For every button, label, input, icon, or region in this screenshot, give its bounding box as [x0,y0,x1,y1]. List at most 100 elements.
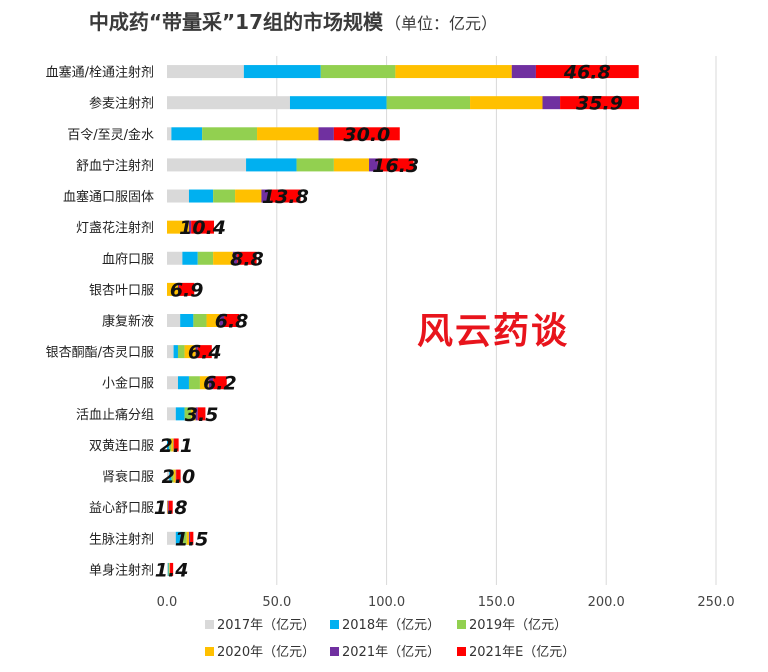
category-label: 参麦注射剂 [89,96,154,112]
category-label: 血塞通/栓通注射剂 [46,65,154,81]
bar-segment [168,562,170,576]
bar-segment [174,438,179,452]
bar-segment [167,189,189,203]
bar-segment [197,407,206,421]
bar-segment [188,531,191,545]
bar-segment [175,407,185,421]
category-label: 生脉注射剂 [89,531,154,547]
chart-title: 中成药“带量采”17组的市场规模 （单位：亿元） [89,10,497,34]
bar-segment [167,407,176,421]
bar-segment [175,531,183,545]
bar-segment [176,469,181,483]
bar-segment [171,469,174,483]
bar-segment [386,96,471,110]
data-label: 3.5 [185,404,219,426]
bar-segment [177,376,189,390]
data-label: 6.4 [188,342,222,364]
legend-swatch [330,647,339,656]
category-label: 活血止痛分组 [76,407,154,423]
legend-label: 2020年（亿元） [217,645,315,660]
bar-segment [318,127,334,141]
bar-segment [219,314,225,327]
data-label: 30.0 [343,124,390,146]
bar-segment [171,438,174,452]
data-label: 1.8 [154,497,188,519]
bar-segment [208,376,214,390]
legend-swatch [205,620,214,629]
bar-segment [395,65,512,79]
bar-segment [167,500,169,514]
bar-segment [191,407,196,421]
bar-segment [167,562,169,576]
data-label: 46.8 [563,62,611,84]
bar-segment [320,65,396,79]
category-label: 灯盏花注射剂 [76,220,154,236]
bar-segment [377,158,414,172]
bar-segment [197,345,212,359]
bar-segment [193,314,207,327]
bar-segment [186,531,189,545]
data-label: 13.8 [262,186,309,208]
x-tick-label: 200.0 [588,595,625,610]
x-tick-label: 0.0 [157,595,178,610]
bar-segment [188,189,214,203]
category-label: 肾衰口服 [102,469,154,485]
bar-segment [170,562,174,576]
category-label: 血塞通口服固体 [63,189,154,205]
bar-segment [257,127,319,141]
legend-swatch [457,647,466,656]
bar-segment [175,469,177,483]
bar-segment [289,96,387,110]
bar-segment [173,469,176,483]
category-axis: 血塞通/栓通注射剂参麦注射剂百令/至灵/金水舒血宁注射剂血塞通口服固体灯盏花注射… [46,65,154,579]
bar-segment [167,96,290,110]
bar-segment [202,127,258,141]
bar-segment [167,158,247,172]
bar-segment [169,438,172,452]
legend-label: 2019年（亿元） [469,618,567,633]
bar-segment [197,251,214,265]
bar-segment [511,65,536,79]
bar-segment [173,438,175,452]
bar-segment [167,220,189,234]
bar-segment [167,127,172,141]
bar-segment [167,376,178,390]
bar-segment [167,438,170,452]
bar-segment [190,531,194,545]
bar-segment [184,345,196,359]
category-label: 银杏叶口服 [89,283,154,298]
bar-segment [232,251,238,265]
bar-segment [243,65,321,79]
bar-segment [168,500,173,514]
bar-segment [261,189,271,203]
bar-segment [333,158,370,172]
bar-segment [182,251,198,265]
chart-subtitle-unit: （单位：亿元） [385,14,497,33]
bar-segment [173,345,178,359]
data-label: 6.2 [203,373,237,395]
data-label: 10.4 [179,217,226,239]
x-tick-label: 250.0 [697,595,734,610]
bar-segment [369,158,378,172]
bar-segment [235,189,262,203]
data-label: 6.9 [170,279,204,301]
bar-segment [296,158,334,172]
bar-segment [184,407,192,421]
bar-segment [169,562,170,576]
bar-segment [180,314,194,327]
bar-segment [237,251,257,265]
bar-segment [177,345,185,359]
bar-segment [171,127,203,141]
bar-segment [542,96,561,110]
bar-segment [167,469,170,483]
bar-segment [177,282,180,296]
category-label: 单身注射剂 [89,562,154,578]
x-tick-label: 50.0 [262,595,291,610]
bar-segment [333,127,400,141]
category-label: 百令/至灵/金水 [67,127,154,143]
bar-segment [213,189,236,203]
data-label: 1.5 [175,528,209,550]
category-label: 小金口服 [102,376,154,392]
watermark-text: 风云药谈 [417,311,569,352]
